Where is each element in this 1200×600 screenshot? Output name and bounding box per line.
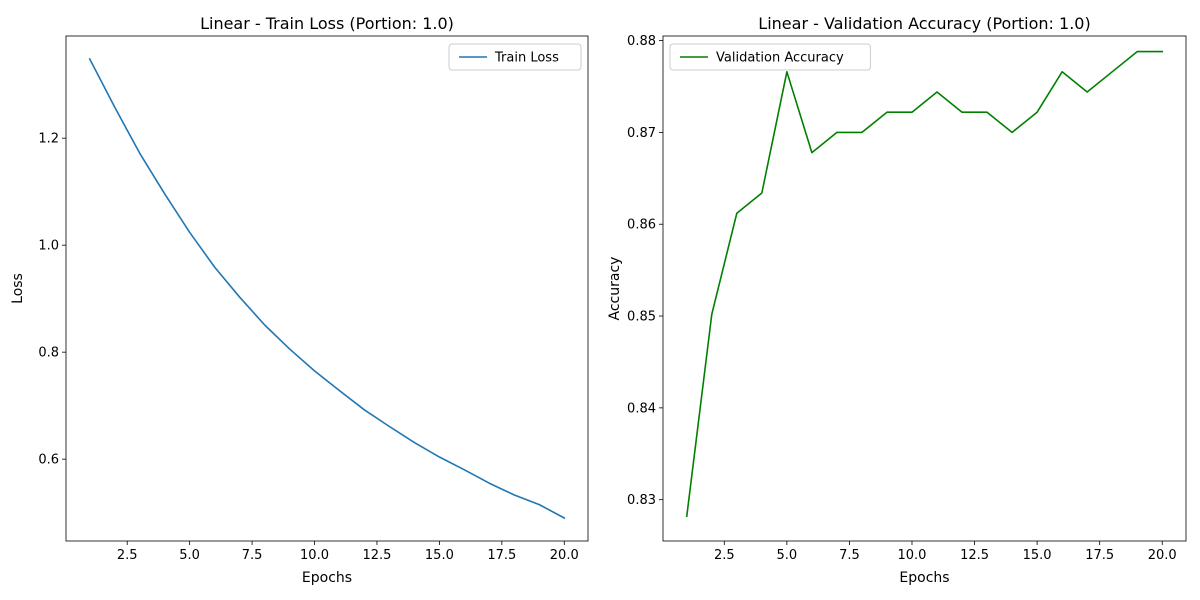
chart-title: Linear - Train Loss (Portion: 1.0) [200, 14, 454, 33]
y-tick-label: 0.8 [38, 346, 59, 361]
y-tick-label: 1.2 [38, 132, 59, 147]
y-tick-label: 0.83 [627, 493, 656, 508]
x-tick-label: 2.5 [714, 548, 735, 563]
x-tick-label: 17.5 [1085, 548, 1114, 563]
legend: Validation Accuracy [669, 43, 871, 71]
x-tick-label: 7.5 [839, 548, 860, 563]
axes-frame [65, 35, 589, 542]
x-axis-label: Epochs [899, 570, 949, 586]
x-tick-label: 7.5 [242, 548, 263, 563]
x-tick-label: 17.5 [487, 548, 516, 563]
x-tick-label: 15.0 [425, 548, 454, 563]
chart-panel-2: Linear - Validation Accuracy (Portion: 1… [607, 14, 1187, 586]
x-tick-label: 12.5 [960, 548, 989, 563]
y-tick-label: 0.84 [627, 401, 656, 416]
legend-label: Train Loss [494, 51, 559, 66]
y-tick-label: 0.6 [38, 453, 59, 468]
x-tick-label: 5.0 [777, 548, 798, 563]
series-line-validation-accuracy [685, 50, 1164, 518]
x-tick-label: 12.5 [362, 548, 391, 563]
y-tick-label: 0.86 [627, 218, 656, 233]
series-line-train-loss [88, 57, 566, 520]
y-tick-label: 0.88 [627, 34, 656, 49]
legend-box [669, 43, 871, 71]
x-tick-label: 20.0 [550, 548, 579, 563]
y-tick-label: 1.0 [38, 239, 59, 254]
y-axis-label: Accuracy [607, 257, 623, 321]
legend: Train Loss [448, 43, 582, 71]
chart-title: Linear - Validation Accuracy (Portion: 1… [758, 14, 1090, 33]
x-tick-label: 20.0 [1148, 548, 1177, 563]
x-tick-label: 2.5 [117, 548, 138, 563]
legend-box [448, 43, 582, 71]
x-tick-label: 10.0 [898, 548, 927, 563]
x-tick-label: 15.0 [1023, 548, 1052, 563]
y-axis-label: Loss [10, 273, 26, 304]
x-tick-label: 10.0 [300, 548, 329, 563]
x-tick-label: 5.0 [179, 548, 200, 563]
chart-panel-1: Linear - Train Loss (Portion: 1.0) 2.5 5.0… [10, 14, 589, 586]
axes-frame [662, 35, 1187, 542]
y-tick-label: 0.87 [627, 126, 656, 141]
y-tick-label: 0.85 [627, 310, 656, 325]
legend-label: Validation Accuracy [716, 51, 844, 66]
x-axis-label: Epochs [302, 570, 352, 586]
